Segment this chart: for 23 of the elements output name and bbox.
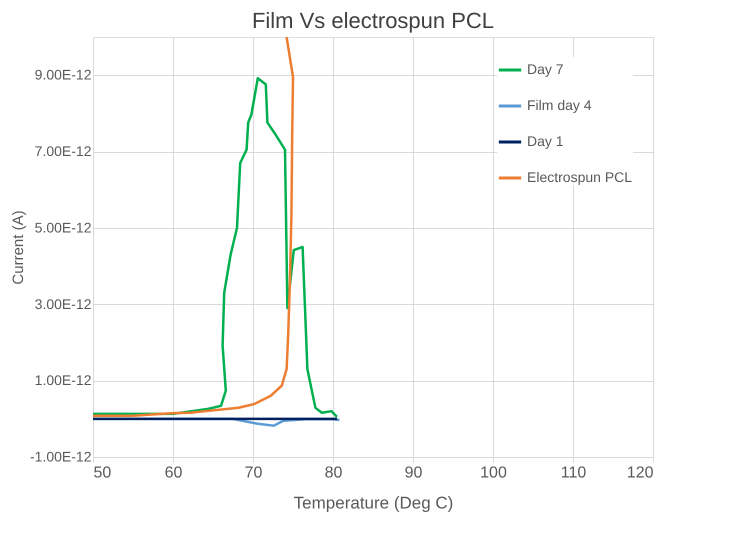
x-tick-label: 70 (244, 464, 262, 482)
y-tick-label: 5.00E-12 (34, 219, 92, 236)
legend-label: Electrospun PCL (527, 169, 632, 185)
x-tick-label: 90 (404, 464, 422, 482)
x-tick-label: 50 (94, 464, 112, 482)
legend-label: Film day 4 (527, 97, 592, 113)
x-tick-label: 80 (324, 464, 342, 482)
legend-label: Day 7 (527, 61, 564, 77)
y-axis-title: Current (A) (10, 210, 28, 285)
chart-title: Film Vs electrospun PCL (252, 8, 494, 33)
y-tick-label: 3.00E-12 (34, 296, 92, 312)
x-tick-label: 60 (164, 464, 182, 482)
x-tick-label: 100 (480, 464, 507, 482)
x-tick-label: 110 (560, 464, 586, 482)
x-tick-label: 120 (626, 464, 654, 482)
y-tick-label: -1.00E-12 (30, 448, 92, 464)
line-series (93, 37, 294, 418)
y-tick-label: 7.00E-12 (34, 143, 92, 160)
line-series (93, 76, 338, 418)
y-tick-label: 9.00E-12 (34, 66, 92, 83)
legend-label: Day 1 (527, 133, 564, 149)
x-axis-title: Temperature (Deg C) (294, 494, 454, 512)
y-tick-label: 1.00E-12 (34, 372, 92, 388)
